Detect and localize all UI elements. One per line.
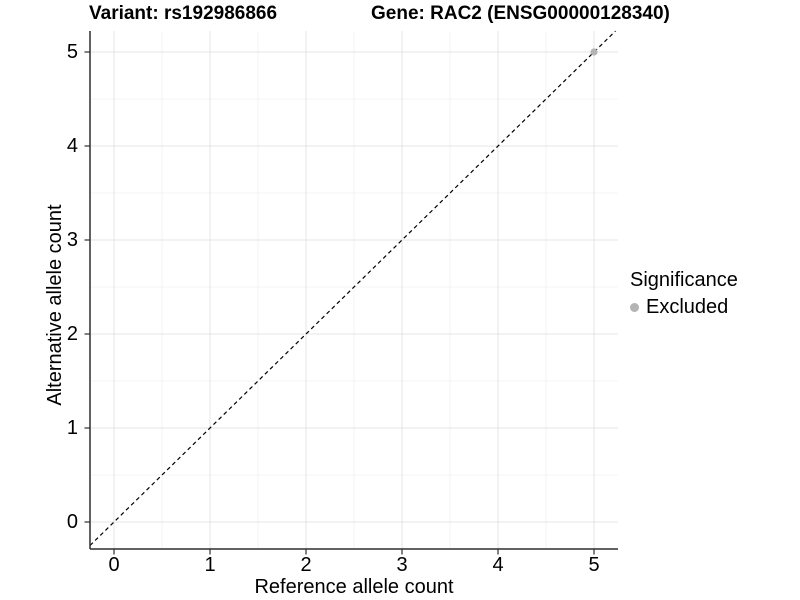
y-axis-title: Alternative allele count — [44, 204, 66, 406]
y-tick-marks — [84, 51, 90, 523]
legend-item-excluded: Excluded — [630, 295, 738, 319]
y-tick-label-1: 1 — [66, 417, 78, 439]
minor-gridlines — [90, 31, 618, 549]
legend: Significance Excluded — [630, 268, 738, 319]
plot-title-variant: Variant: rs192986866 — [89, 3, 278, 24]
data-point — [590, 48, 598, 56]
identity-line — [89, 30, 616, 546]
legend-item-label: Excluded — [646, 296, 729, 318]
y-tick-label-5: 5 — [66, 41, 78, 63]
y-tick-label-4: 4 — [66, 135, 78, 157]
x-tick-label-5: 5 — [588, 554, 600, 576]
major-gridlines — [90, 31, 618, 549]
y-tick-label-0: 0 — [66, 511, 78, 533]
x-tick-label-2: 2 — [300, 554, 312, 576]
x-tick-label-0: 0 — [108, 554, 120, 576]
y-tick-label-3: 3 — [66, 229, 78, 251]
legend-title: Significance — [630, 269, 738, 291]
axis-lines — [89, 31, 618, 550]
x-tick-label-1: 1 — [204, 554, 216, 576]
plot-title-gene: Gene: RAC2 (ENSG00000128340) — [371, 3, 670, 24]
y-tick-label-2: 2 — [66, 323, 78, 345]
legend-key-dot-icon — [630, 302, 639, 312]
x-tick-label-4: 4 — [492, 554, 504, 576]
x-tick-marks — [113, 549, 595, 555]
x-tick-label-3: 3 — [396, 554, 408, 576]
x-axis-title: Reference allele count — [254, 576, 454, 598]
